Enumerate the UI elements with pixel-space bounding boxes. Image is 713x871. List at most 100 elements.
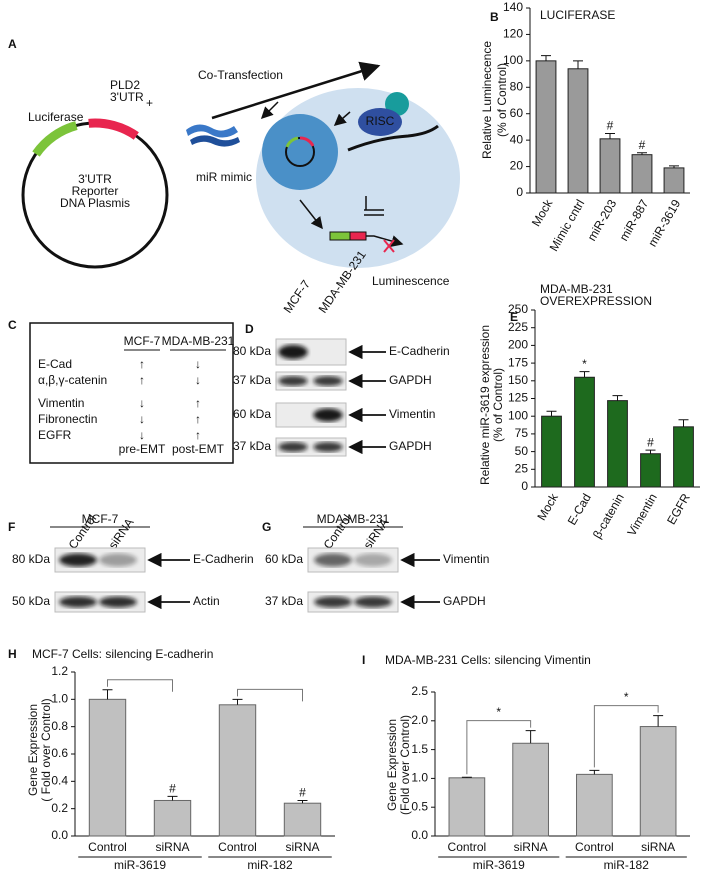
panel-label: A xyxy=(8,37,17,51)
y-axis-label: Gene Expression xyxy=(385,719,399,811)
bar xyxy=(574,376,595,488)
change-arrow: ↑ xyxy=(139,373,145,387)
error-bar xyxy=(612,395,623,401)
change-arrow: ↑ xyxy=(195,412,201,426)
reporter-utr xyxy=(349,231,367,241)
x-tick-label: Mock xyxy=(534,490,561,523)
y-tick-label: 1.2 xyxy=(51,664,68,678)
label: miR mimic xyxy=(196,170,252,184)
significance-marker: # xyxy=(639,138,646,152)
bar xyxy=(541,415,562,488)
y-tick-label: 150 xyxy=(508,373,528,387)
change-arrow: ↑ xyxy=(195,428,201,442)
y-axis-label: (% of Control) xyxy=(495,63,509,137)
significance-marker: # xyxy=(647,435,654,449)
x-tick-label: Control xyxy=(448,840,487,854)
error-bar xyxy=(102,689,113,700)
y-axis-label: Relative Luminecence xyxy=(480,41,494,159)
y-tick-label: 0.5 xyxy=(411,799,428,813)
x-tick-label: E-Cad xyxy=(565,491,594,527)
y-tick-label: 0 xyxy=(516,185,523,199)
cell-line: MDA-MB-231 xyxy=(317,512,390,526)
y-tick-label: 2.0 xyxy=(411,713,428,727)
y-tick-label: 125 xyxy=(508,391,528,405)
protein-label: Vimentin xyxy=(389,407,435,421)
error-bar xyxy=(525,730,536,744)
y-tick-label: 0 xyxy=(521,479,528,493)
error-bar xyxy=(669,165,679,168)
size-label: 37 kDa xyxy=(233,373,271,387)
panel-label: I xyxy=(362,653,365,667)
y-tick-label: 60 xyxy=(510,106,524,120)
label: RISC xyxy=(366,114,395,128)
protein-label: GAPDH xyxy=(389,373,432,387)
label: PLD2 xyxy=(110,78,140,92)
y-axis-label: Gene Expression xyxy=(26,704,40,796)
table-box xyxy=(29,322,234,464)
y-tick-label: 25 xyxy=(515,461,529,475)
mrna xyxy=(347,124,439,152)
x-tick-label: siRNA xyxy=(514,840,548,854)
label: 3'UTR xyxy=(78,172,112,186)
luciferase-segment xyxy=(32,121,78,157)
significance-marker: * xyxy=(582,357,587,371)
significance-marker: # xyxy=(299,786,306,800)
protein-label: Actin xyxy=(193,594,220,608)
size-label: 80 kDa xyxy=(12,552,50,566)
y-tick-label: 0.2 xyxy=(51,801,68,815)
group-label: miR-182 xyxy=(604,858,650,871)
mimic-strand xyxy=(186,124,238,138)
comparison-bracket xyxy=(466,720,532,775)
band xyxy=(354,596,392,608)
chart-title: MDA-MB-231 xyxy=(540,282,613,296)
band xyxy=(278,442,308,452)
error-bar xyxy=(297,799,308,804)
change-arrow: ↓ xyxy=(139,412,145,426)
error-bar xyxy=(637,152,647,155)
x-tick-label: Control xyxy=(575,840,614,854)
band xyxy=(313,408,343,422)
x-tick-label: siRNA xyxy=(155,840,189,854)
panel-label: C xyxy=(8,318,17,332)
row-name: α,β,γ-catenin xyxy=(38,373,107,387)
band xyxy=(313,376,343,386)
panel-label: G xyxy=(262,520,271,534)
band xyxy=(313,442,343,452)
group-label: miR-3619 xyxy=(114,858,166,871)
band xyxy=(314,553,352,567)
bar xyxy=(88,698,127,837)
size-label: 50 kDa xyxy=(12,594,50,608)
bar xyxy=(218,704,257,837)
row-name: Vimentin xyxy=(38,396,84,410)
significance-marker: * xyxy=(624,690,629,704)
y-tick-label: 0.4 xyxy=(51,774,68,788)
error-bar xyxy=(653,715,664,727)
size-label: 37 kDa xyxy=(265,594,303,608)
error-bar xyxy=(573,60,583,69)
change-arrow: ↓ xyxy=(195,357,201,371)
band xyxy=(278,344,308,360)
y-tick-label: 80 xyxy=(510,79,524,93)
x-tick-label: Vimentin xyxy=(624,491,659,538)
change-arrow: ↓ xyxy=(139,428,145,442)
error-bar xyxy=(645,449,656,454)
row-name: EGFR xyxy=(38,428,72,442)
error-bar xyxy=(167,795,178,801)
panel-label: D xyxy=(245,322,254,336)
protein-label: E-Cadherin xyxy=(193,552,254,566)
inhibition xyxy=(364,196,384,216)
comparison-bracket xyxy=(107,679,173,692)
y-tick-label: 120 xyxy=(503,27,523,41)
label: Reporter xyxy=(72,184,119,198)
y-tick-label: 75 xyxy=(515,426,529,440)
significance-marker: # xyxy=(607,119,614,133)
panel-label: E xyxy=(510,310,518,324)
arrow xyxy=(333,111,351,126)
x-tick-label: miR-887 xyxy=(617,197,652,244)
cell-line: MCF-7 xyxy=(82,512,119,526)
error-bar xyxy=(232,698,243,705)
band xyxy=(99,596,137,608)
y-axis-label: (Fold over Control) xyxy=(398,715,412,815)
y-axis-label: (% of Control) xyxy=(491,368,505,442)
